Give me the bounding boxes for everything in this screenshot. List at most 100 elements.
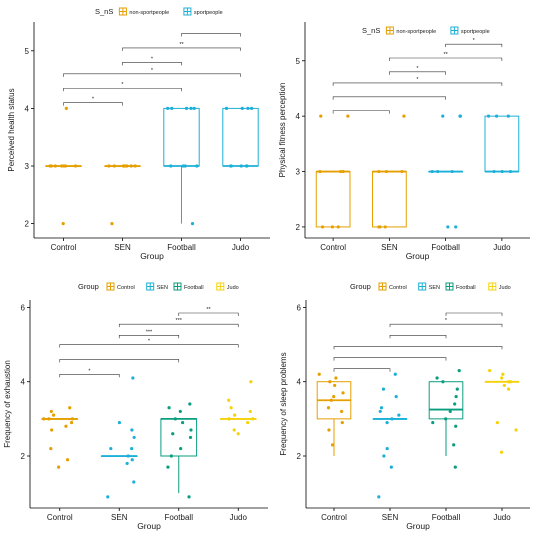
data-point — [501, 372, 505, 376]
legend: Group Control SEN Football Judo — [350, 282, 511, 291]
data-point — [332, 394, 336, 399]
data-point — [492, 169, 496, 174]
data-point — [126, 454, 130, 458]
data-point — [330, 225, 335, 229]
data-point — [48, 164, 52, 168]
data-point — [125, 461, 129, 466]
x-tick-label: Judo — [232, 243, 250, 252]
data-point — [453, 402, 457, 406]
data-point — [500, 169, 504, 174]
data-point — [393, 372, 397, 376]
data-point — [47, 417, 51, 421]
x-tick-label: Football — [167, 243, 196, 252]
data-point — [457, 368, 461, 373]
x-tick-label: SEN — [111, 513, 128, 522]
y-tick-label: 2 — [25, 220, 30, 229]
data-point — [110, 222, 114, 226]
data-point — [444, 417, 448, 421]
x-tick-label: SEN — [382, 513, 399, 522]
data-point — [430, 169, 434, 174]
data-point — [441, 380, 445, 384]
data-point — [455, 387, 459, 391]
significance-bracket: * — [63, 82, 182, 92]
significance-bracket: ** — [389, 52, 503, 61]
significance-label: * — [473, 38, 476, 44]
box-sen — [372, 170, 407, 228]
significance-bracket — [389, 334, 447, 339]
data-point — [495, 420, 499, 425]
significance-bracket — [332, 110, 390, 114]
significance-bracket — [59, 359, 180, 363]
data-point — [42, 417, 46, 421]
data-point — [166, 106, 170, 110]
data-point — [188, 402, 192, 406]
data-point — [179, 446, 183, 451]
bracket-line — [181, 33, 241, 37]
panel-2: S_nS non-sportpeople sportpeople 2 3 4 5 Contro… — [278, 22, 530, 261]
data-point — [167, 406, 171, 410]
bracket-line — [63, 102, 123, 106]
data-point — [397, 413, 401, 417]
x-tick-label: Control — [47, 513, 73, 522]
data-point — [49, 409, 53, 414]
data-point — [169, 164, 173, 168]
data-point — [341, 169, 345, 174]
legend-label: Football — [184, 285, 204, 291]
data-point — [508, 169, 513, 174]
significance-bracket — [333, 346, 503, 350]
x-axis-label: Group — [140, 251, 164, 261]
panel-3: Group Control SEN Football Judo 2 4 6 Control SEN… — [3, 282, 268, 531]
legend-title: S_nS — [362, 26, 380, 35]
data-point — [341, 391, 345, 395]
legend-entry-0: non-sportpeople — [385, 26, 436, 35]
data-point — [333, 383, 337, 388]
data-point — [390, 417, 394, 421]
data-point — [441, 114, 445, 118]
data-point — [130, 428, 134, 432]
box-control — [315, 170, 351, 228]
y-axis-label: Physical fitness perception — [278, 83, 287, 178]
bracket-line — [332, 96, 446, 100]
box-body — [484, 115, 520, 173]
significance-bracket: * — [122, 56, 182, 66]
bracket-line — [178, 312, 239, 316]
legend-label: SEN — [157, 285, 168, 291]
x-tick-label: Judo — [493, 513, 511, 522]
data-point — [132, 480, 136, 484]
data-point — [326, 406, 331, 410]
legend-entry-1: sportpeople — [450, 26, 490, 35]
box-judo — [484, 380, 520, 383]
box-judo — [484, 115, 520, 173]
data-point — [190, 222, 195, 226]
data-point — [514, 428, 518, 432]
legend-label: sportpeople — [194, 10, 223, 16]
box-sen — [100, 455, 138, 457]
data-point — [184, 106, 189, 110]
data-point — [379, 406, 384, 410]
significance-label: *** — [176, 318, 183, 324]
x-tick-label: Football — [431, 243, 460, 252]
data-point — [327, 428, 331, 432]
bracket-line — [445, 312, 503, 316]
data-point — [189, 428, 193, 432]
data-point — [131, 376, 135, 380]
legend: Group Control SEN Football Judo — [78, 282, 239, 291]
data-point — [454, 225, 458, 229]
data-point — [446, 225, 450, 229]
data-point — [64, 106, 68, 110]
x-tick-label: Football — [165, 513, 194, 522]
legend: S_nS non-sportpeople sportpeople — [362, 26, 490, 35]
data-point — [61, 222, 65, 226]
data-point — [502, 383, 506, 388]
bracket-line — [63, 87, 182, 92]
legend-entry-2: Football — [173, 282, 204, 291]
legend-label: non-sportpeople — [396, 29, 436, 35]
data-point — [340, 420, 344, 425]
data-point — [232, 428, 236, 432]
x-axis-label: Group — [406, 521, 430, 531]
data-point — [436, 169, 440, 174]
x-tick-label: Football — [432, 513, 461, 522]
bracket-line — [333, 357, 447, 361]
legend-label: Football — [456, 285, 476, 291]
legend-entry-0: Control — [106, 282, 135, 291]
